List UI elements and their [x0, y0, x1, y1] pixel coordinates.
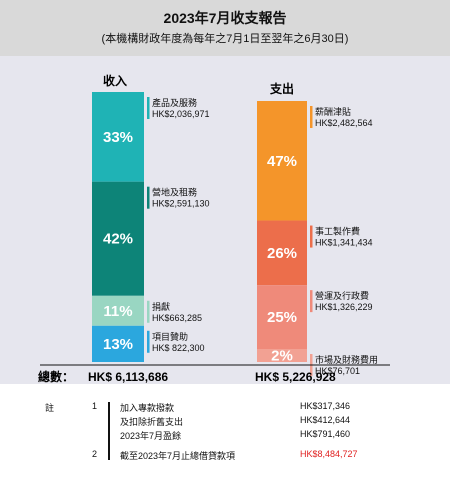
note-1-line-3-amount: HK$791,460: [300, 429, 351, 439]
expense-total: HK$ 5,226,928: [255, 370, 336, 384]
expense-bar-segment: [257, 285, 307, 349]
income-bar-segment: [92, 295, 144, 326]
expense-item-name: 事工製作費: [315, 226, 360, 237]
expense-column-title: 支出: [269, 81, 294, 96]
total-heading: 總數：: [38, 369, 74, 384]
expense-item-amount: HK$1,326,229: [315, 302, 373, 312]
income-item-name: 捐獻: [152, 301, 170, 312]
note-1-line-2-text: 及扣除折舊支出: [120, 417, 184, 427]
expense-item-name: 營運及行政費: [315, 290, 369, 301]
note-1-line-3-text: 2023年7月盈餘: [120, 431, 182, 441]
note-1-line-2-amount: HK$412,644: [300, 415, 351, 425]
income-total: HK$ 6,113,686: [88, 370, 168, 384]
income-percent-label: 11%: [103, 303, 132, 320]
note-number-2: 2: [92, 449, 98, 459]
income-item-marker: [147, 97, 150, 119]
income-item-amount: HK$2,591,130: [152, 199, 210, 209]
note-number-1: 1: [92, 401, 98, 411]
notes-panel: [0, 392, 450, 491]
income-percent-label: 42%: [103, 231, 133, 248]
notes-divider: [108, 402, 110, 460]
expense-item-amount: HK$76,701: [315, 366, 360, 376]
expense-item-marker: [310, 106, 313, 128]
notes-heading: 註: [45, 403, 55, 413]
expense-percent-label: 2%: [271, 348, 293, 365]
income-item-amount: HK$663,285: [152, 313, 202, 323]
income-bar-segment: [92, 325, 144, 362]
expense-percent-label: 47%: [267, 153, 297, 170]
note-1-line-1-text: 加入專款撥款: [120, 403, 175, 413]
expense-percent-label: 25%: [267, 309, 297, 326]
income-item-marker: [147, 330, 150, 353]
expense-item-amount: HK$1,341,434: [315, 238, 373, 248]
income-bar-segment: [92, 181, 144, 296]
expense-item-name: 市場及財務費用: [315, 354, 378, 365]
income-bar-segment: [92, 92, 144, 182]
expense-item-amount: HK$2,482,564: [315, 118, 373, 128]
expense-bar-segment: [257, 220, 307, 286]
report-header: 2023年7月收支報告 (本機構財政年度為每年之7月1日至翌年之6月30日): [0, 0, 450, 56]
income-item-marker: [147, 186, 150, 209]
expense-item-marker: [310, 290, 313, 313]
note-2-line-1-text: 截至2023年7月止總借貸款項: [120, 451, 236, 461]
income-percent-label: 13%: [103, 336, 133, 353]
income-item-name: 項目贊助: [152, 331, 188, 342]
note-2-line-1-amount: HK$8,484,727: [300, 449, 358, 459]
expense-bar-segment: [257, 349, 307, 362]
note-1-line-1-amount: HK$317,346: [300, 401, 351, 411]
income-column-title: 收入: [103, 73, 127, 88]
income-item-amount: HK$2,036,971: [152, 109, 210, 119]
income-percent-label: 33%: [103, 129, 133, 146]
chart-panel: [0, 56, 450, 384]
income-item-marker: [147, 300, 150, 323]
income-item-name: 營地及租務: [152, 187, 197, 198]
income-item-amount: HK$ 822,300: [152, 343, 205, 353]
report-subtitle: (本機構財政年度為每年之7月1日至翌年之6月30日): [101, 33, 349, 45]
income-item-name: 產品及服務: [152, 97, 197, 108]
expense-percent-label: 26%: [267, 245, 297, 262]
expense-item-name: 薪酬津貼: [315, 106, 351, 117]
report-title: 2023年7月收支報告: [163, 10, 287, 26]
expense-bar-segment: [257, 101, 307, 221]
expense-item-marker: [310, 225, 313, 248]
